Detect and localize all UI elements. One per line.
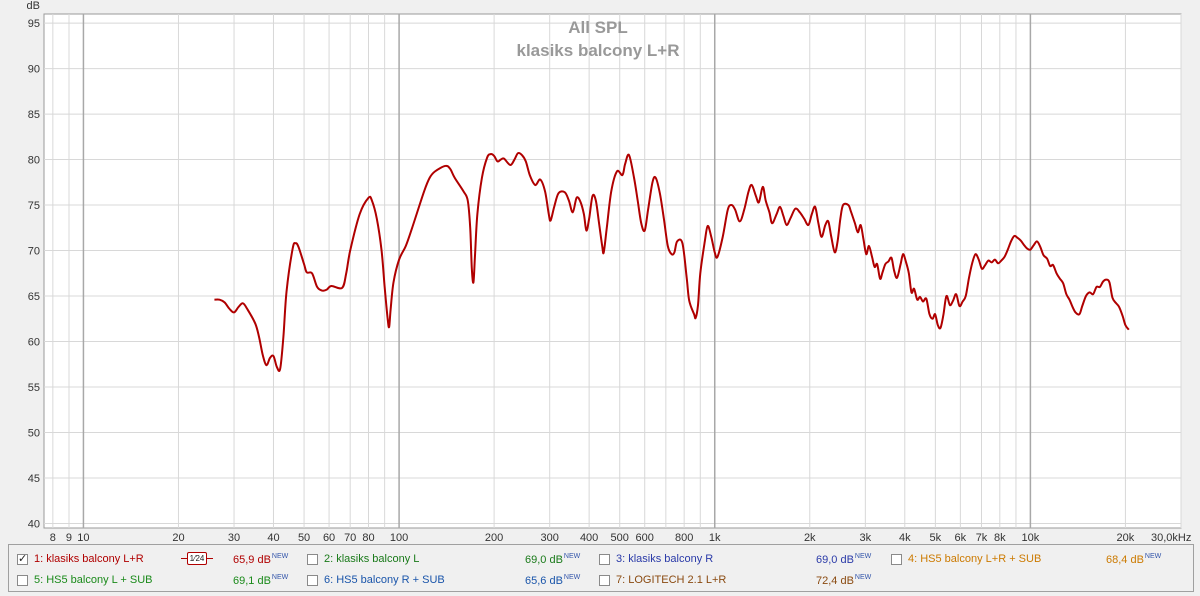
- y-tick-label: 50: [28, 427, 40, 439]
- y-tick-label: 45: [28, 473, 40, 485]
- x-tick-label: 500: [611, 532, 629, 544]
- y-tick-label: 40: [28, 518, 40, 530]
- axis-ticks: 40 45 50 55 60 65 70 75 80 85 90 95 8 9 10 20 30 40 50 60 70…: [28, 18, 1192, 544]
- x-tick-label: 10: [77, 532, 89, 544]
- x-tick-label: 40: [267, 532, 279, 544]
- legend-item-5[interactable]: 5: HS5 balcony L + SUB: [17, 571, 153, 589]
- x-tick-label: 2k: [804, 532, 816, 544]
- x-tick-label: 200: [485, 532, 503, 544]
- y-tick-label: 60: [28, 337, 40, 349]
- x-tick-label: 30,0kHz: [1151, 532, 1191, 544]
- smoothing-label: 1⁄24: [187, 552, 207, 565]
- legend-value-4: 68,4 dBNEW: [1106, 553, 1162, 566]
- legend-label-1: 1: klasiks balcony L+R: [34, 553, 144, 565]
- x-tick-label: 30: [228, 532, 240, 544]
- legend-item-7[interactable]: 7: LOGITECH 2.1 L+R: [599, 571, 726, 589]
- x-tick-label: 300: [541, 532, 559, 544]
- legend-label-5: 5: HS5 balcony L + SUB: [34, 574, 153, 586]
- y-tick-label: 90: [28, 64, 40, 76]
- x-tick-label: 70: [344, 532, 356, 544]
- x-tick-label: 3k: [860, 532, 872, 544]
- chart-subtitle: klasiks balcony L+R: [517, 41, 680, 60]
- spl-chart: 40 45 50 55 60 65 70 75 80 85 90 95 8 9 10 20 30 40 50 60 70…: [27, 0, 1192, 544]
- x-tick-label: 80: [362, 532, 374, 544]
- y-tick-label: 55: [28, 382, 40, 394]
- y-axis-unit: dB: [27, 0, 40, 12]
- legend-item-6[interactable]: 6: HS5 balcony R + SUB: [307, 571, 445, 589]
- x-tick-label: 100: [390, 532, 408, 544]
- legend-checkbox-6[interactable]: [307, 574, 318, 586]
- legend-value-3: 69,0 dBNEW: [816, 553, 872, 566]
- x-tick-label: 20k: [1117, 532, 1135, 544]
- x-tick-label: 10k: [1022, 532, 1040, 544]
- legend-label-7: 7: LOGITECH 2.1 L+R: [616, 574, 727, 586]
- legend-label-2: 2: klasiks balcony L: [324, 553, 420, 565]
- legend-checkbox-3[interactable]: [599, 553, 610, 565]
- legend-label-3: 3: klasiks balcony R: [616, 553, 714, 565]
- legend-checkbox-5[interactable]: [17, 574, 28, 586]
- legend-value-1: 65,9 dBNEW: [233, 553, 289, 566]
- x-tick-label: 50: [298, 532, 310, 544]
- smoothing-badge[interactable]: 1⁄24: [181, 552, 213, 565]
- x-tick-label: 6k: [955, 532, 967, 544]
- legend-item-2[interactable]: 2: klasiks balcony L: [307, 550, 419, 568]
- grid-lines: [44, 14, 1182, 528]
- legend-checkbox-1[interactable]: [17, 552, 28, 565]
- y-tick-label: 65: [28, 291, 40, 303]
- legend-item-1[interactable]: 1: klasiks balcony L+R: [17, 550, 144, 568]
- x-tick-label: 800: [675, 532, 693, 544]
- y-tick-label: 75: [28, 200, 40, 212]
- x-tick-label: 5k: [930, 532, 942, 544]
- x-tick-label: 8: [50, 532, 56, 544]
- x-tick-label: 9: [66, 532, 72, 544]
- x-tick-label: 20: [172, 532, 184, 544]
- x-tick-label: 1k: [709, 532, 721, 544]
- series-line-1: [214, 151, 1130, 372]
- legend-checkbox-7[interactable]: [599, 574, 610, 586]
- x-tick-label: 8k: [994, 532, 1006, 544]
- legend-item-4[interactable]: 4: HS5 balcony L+R + SUB: [891, 550, 1041, 568]
- x-tick-label: 7k: [976, 532, 988, 544]
- y-tick-label: 95: [28, 18, 40, 30]
- plot-background: [43, 13, 1182, 529]
- spl-chart-svg: 40 45 50 55 60 65 70 75 80 85 90 95 8 9 10 20 30 40 50 60 70…: [27, 0, 1192, 544]
- y-tick-label: 80: [28, 155, 40, 167]
- legend-value-5: 69,1 dBNEW: [233, 574, 289, 587]
- legend-value-6: 65,6 dBNEW: [525, 574, 581, 587]
- y-tick-label: 70: [28, 246, 40, 258]
- x-tick-label: 400: [580, 532, 598, 544]
- legend-value-2: 69,0 dBNEW: [525, 553, 581, 566]
- legend-label-4: 4: HS5 balcony L+R + SUB: [908, 553, 1042, 565]
- legend-value-7: 72,4 dBNEW: [816, 574, 872, 587]
- legend-checkbox-4[interactable]: [891, 553, 902, 565]
- legend-checkbox-2[interactable]: [307, 553, 318, 565]
- chart-title: All SPL: [568, 18, 628, 37]
- series-layer: [214, 151, 1130, 372]
- x-tick-label: 600: [636, 532, 654, 544]
- legend-item-3[interactable]: 3: klasiks balcony R: [599, 550, 713, 568]
- y-tick-label: 85: [28, 109, 40, 121]
- x-tick-label: 60: [323, 532, 335, 544]
- legend-panel: 1: klasiks balcony L+R 1⁄24 65,9 dBNEW 2…: [8, 544, 1194, 592]
- legend-label-6: 6: HS5 balcony R + SUB: [324, 574, 445, 586]
- x-tick-label: 4k: [899, 532, 911, 544]
